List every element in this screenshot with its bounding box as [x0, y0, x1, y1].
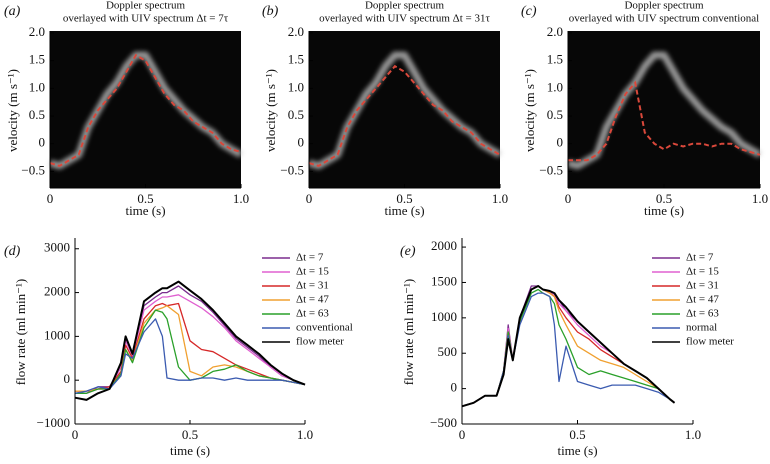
- x-tick-label: 0.5: [569, 427, 585, 442]
- legend-label: flow meter: [686, 336, 734, 348]
- x-tick-label: 1.0: [233, 191, 249, 206]
- panel-label: (b): [262, 4, 279, 19]
- legend-label: Δt = 63: [296, 308, 329, 320]
- y-tick-label: 1.5: [547, 52, 563, 67]
- series-line: [461, 288, 675, 407]
- series-line: [74, 318, 306, 394]
- uiv-trace: [49, 53, 242, 167]
- y-tick-label: 2.0: [547, 24, 563, 39]
- y-tick-label: 0: [451, 380, 458, 395]
- legend-label: normal: [686, 322, 717, 334]
- y-tick-label: 0: [39, 135, 46, 150]
- panel: (e) time (s) flow rate (ml min⁻¹) Δt = 7 Δt …: [400, 238, 734, 458]
- series-line: [75, 309, 306, 394]
- legend-label: flow meter: [296, 336, 344, 348]
- y-tick-label: 0.5: [29, 107, 45, 122]
- x-tick-label: 0: [459, 427, 466, 442]
- y-tick-label: 0: [557, 135, 564, 150]
- panel: (d) time (s) flow rate (ml min⁻¹) Δt = 7 Δt …: [4, 238, 353, 458]
- x-tick-label: 0.5: [182, 427, 198, 442]
- legend-label: conventional: [296, 322, 353, 334]
- x-axis-label: time (s): [557, 443, 597, 458]
- series-line: [75, 294, 306, 394]
- y-tick-label: −0.5: [21, 162, 45, 177]
- legend-label: Δt = 7: [686, 252, 714, 264]
- x-tick-label: 0.5: [137, 191, 153, 206]
- panel-label: (c): [521, 4, 537, 19]
- y-tick-label: −0.5: [539, 162, 563, 177]
- y-axis-label: flow rate (ml min⁻¹): [401, 279, 416, 385]
- legend-label: Δt = 31: [296, 280, 329, 292]
- y-tick-label: 500: [438, 344, 458, 359]
- x-axis-label: time (s): [384, 203, 424, 218]
- x-axis-label: time (s): [125, 203, 165, 218]
- x-tick-label: 1.0: [492, 191, 508, 206]
- x-tick-label: 1.0: [685, 427, 701, 442]
- x-axis-label: time (s): [170, 443, 210, 458]
- y-tick-label: 2.0: [288, 24, 304, 39]
- chart-title: Doppler spectrum: [106, 0, 186, 12]
- y-tick-label: −1000: [37, 415, 70, 430]
- y-tick-label: 1000: [431, 309, 457, 324]
- y-tick-label: 0.5: [288, 107, 304, 122]
- x-axis-label: time (s): [644, 203, 684, 218]
- y-tick-label: −500: [430, 415, 457, 430]
- series-line: [75, 302, 306, 392]
- legend-label: Δt = 47: [686, 294, 719, 306]
- y-tick-label: 1.0: [547, 79, 563, 94]
- uiv-trace: [568, 80, 761, 162]
- x-tick-label: 0: [565, 191, 572, 206]
- x-tick-label: 1.0: [297, 427, 313, 442]
- y-tick-label: 0.5: [547, 107, 563, 122]
- chart-title: Doppler spectrum: [624, 0, 704, 12]
- chart-title: overlayed with UIV spectrum Δt = 31τ: [319, 13, 490, 25]
- x-tick-label: 0: [306, 191, 313, 206]
- series-line: [74, 280, 306, 401]
- legend-label: Δt = 15: [296, 266, 329, 278]
- y-tick-label: 2000: [44, 284, 70, 299]
- y-tick-label: 1.0: [29, 79, 45, 94]
- series-line: [461, 285, 676, 408]
- chart-title: Doppler spectrum: [365, 0, 445, 12]
- legend-label: Δt = 63: [686, 308, 719, 320]
- y-tick-label: 1.5: [288, 52, 304, 67]
- x-tick-label: 0: [47, 191, 54, 206]
- y-axis-label: velocity (m s⁻¹): [5, 69, 20, 152]
- x-tick-label: 0.5: [396, 191, 412, 206]
- y-tick-label: 1000: [44, 327, 70, 342]
- y-tick-label: 0: [298, 135, 305, 150]
- uiv-trace: [308, 64, 501, 167]
- legend-label: Δt = 7: [296, 252, 324, 264]
- x-tick-label: 0.5: [656, 191, 672, 206]
- legend-label: Δt = 31: [686, 280, 719, 292]
- chart-title: overlayed with UIV spectrum conventional: [569, 13, 759, 25]
- chart-title: overlayed with UIV spectrum Δt = 7τ: [63, 13, 229, 25]
- y-tick-label: 2000: [431, 238, 457, 253]
- y-axis-label: velocity (m s⁻¹): [522, 69, 537, 152]
- legend-label: Δt = 15: [686, 266, 719, 278]
- y-tick-label: 1.0: [288, 79, 304, 94]
- panel-label: (e): [400, 244, 416, 259]
- y-axis-label: velocity (m s⁻¹): [263, 69, 278, 152]
- doppler-envelope: [567, 51, 762, 170]
- y-tick-label: 0: [64, 371, 71, 386]
- x-tick-label: 0: [72, 427, 79, 442]
- x-tick-label: 1.0: [752, 191, 768, 206]
- y-tick-label: 2.0: [29, 24, 45, 39]
- y-tick-label: 1.5: [29, 52, 45, 67]
- y-tick-label: 1500: [431, 273, 457, 288]
- panel-label: (d): [4, 244, 21, 259]
- y-tick-label: −0.5: [280, 162, 304, 177]
- y-tick-label: 3000: [44, 240, 70, 255]
- legend-label: Δt = 47: [296, 294, 329, 306]
- y-axis-label: flow rate (ml min⁻¹): [13, 279, 28, 385]
- panel-label: (a): [4, 4, 21, 19]
